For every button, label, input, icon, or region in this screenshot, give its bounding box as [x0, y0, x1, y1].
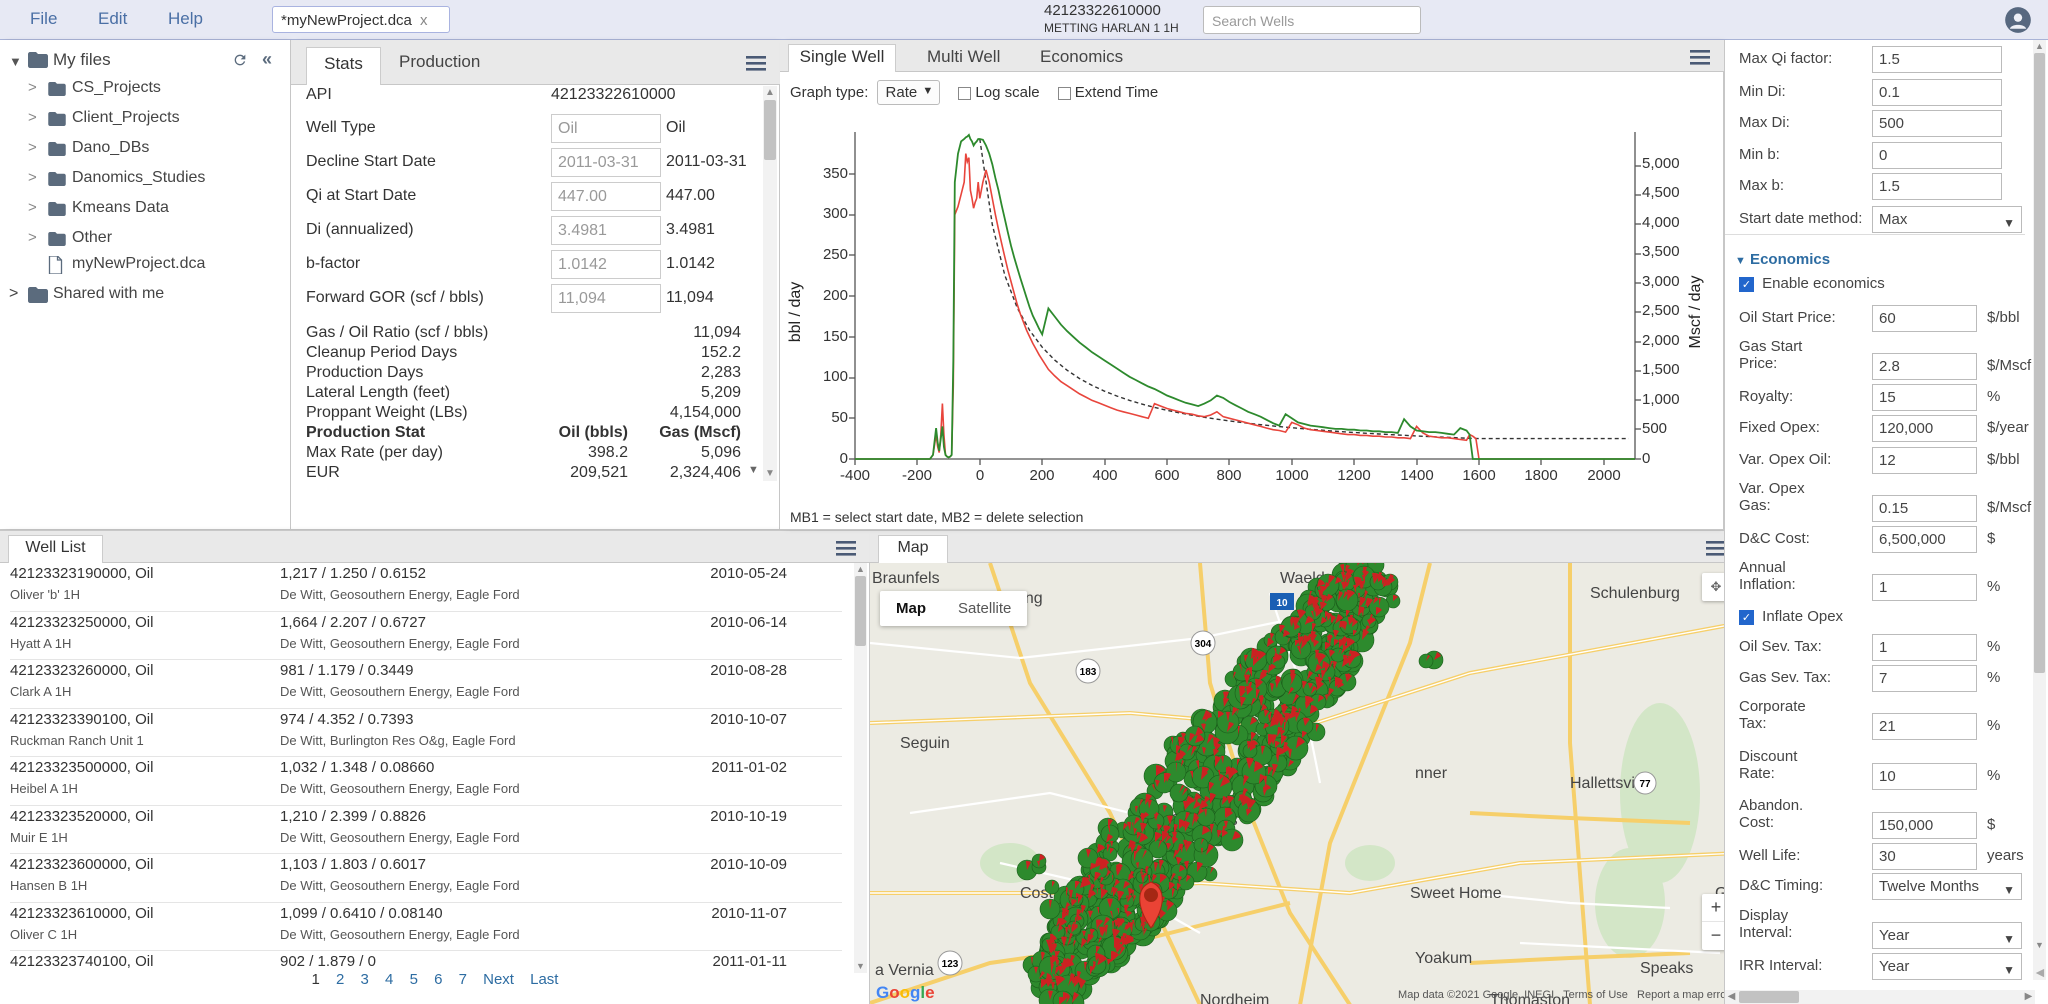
svg-text:1,500: 1,500 — [1642, 361, 1680, 378]
svg-text:-400: -400 — [840, 467, 870, 484]
svg-text:Braunfels: Braunfels — [872, 570, 940, 587]
svg-text:500: 500 — [1642, 420, 1667, 437]
svg-text:Mscf / day: Mscf / day — [1687, 276, 1704, 349]
svg-text:600: 600 — [1154, 467, 1179, 484]
svg-text:Seguin: Seguin — [900, 735, 950, 752]
svg-text:200: 200 — [1029, 467, 1054, 484]
svg-text:304: 304 — [1195, 639, 1212, 650]
svg-text:Yoakum: Yoakum — [1415, 950, 1472, 967]
svg-text:1200: 1200 — [1337, 467, 1370, 484]
svg-text:4,000: 4,000 — [1642, 214, 1680, 231]
svg-text:10: 10 — [1276, 598, 1288, 609]
svg-text:200: 200 — [823, 287, 848, 304]
svg-text:350: 350 — [823, 165, 848, 182]
svg-text:3,000: 3,000 — [1642, 273, 1680, 290]
svg-text:800: 800 — [1216, 467, 1241, 484]
svg-text:1600: 1600 — [1462, 467, 1495, 484]
svg-text:400: 400 — [1092, 467, 1117, 484]
svg-text:Speaks: Speaks — [1640, 960, 1693, 977]
svg-text:2,000: 2,000 — [1642, 332, 1680, 349]
svg-text:nner: nner — [1415, 765, 1448, 782]
svg-text:1400: 1400 — [1400, 467, 1433, 484]
svg-text:250: 250 — [823, 246, 848, 263]
svg-text:0: 0 — [840, 450, 848, 467]
svg-text:1000: 1000 — [1275, 467, 1308, 484]
svg-text:0: 0 — [976, 467, 984, 484]
svg-text:100: 100 — [823, 368, 848, 385]
svg-text:4,500: 4,500 — [1642, 184, 1680, 201]
svg-text:1800: 1800 — [1524, 467, 1557, 484]
svg-text:123: 123 — [942, 959, 959, 970]
svg-text:183: 183 — [1080, 667, 1097, 678]
svg-text:300: 300 — [823, 205, 848, 222]
svg-text:0: 0 — [1642, 450, 1650, 467]
svg-text:1,000: 1,000 — [1642, 391, 1680, 408]
svg-text:Schulenburg: Schulenburg — [1590, 585, 1680, 602]
svg-text:50: 50 — [831, 409, 848, 426]
svg-text:Nordheim: Nordheim — [1200, 992, 1269, 1004]
svg-text:150: 150 — [823, 328, 848, 345]
svg-text:2000: 2000 — [1587, 467, 1620, 484]
svg-text:a Vernia: a Vernia — [875, 962, 934, 979]
svg-text:2,500: 2,500 — [1642, 302, 1680, 319]
svg-text:77: 77 — [1639, 779, 1651, 790]
svg-text:Sweet Home: Sweet Home — [1410, 885, 1502, 902]
svg-text:5,000: 5,000 — [1642, 155, 1680, 172]
svg-text:3,500: 3,500 — [1642, 243, 1680, 260]
svg-text:bbl / day: bbl / day — [787, 282, 804, 342]
svg-text:-200: -200 — [902, 467, 932, 484]
